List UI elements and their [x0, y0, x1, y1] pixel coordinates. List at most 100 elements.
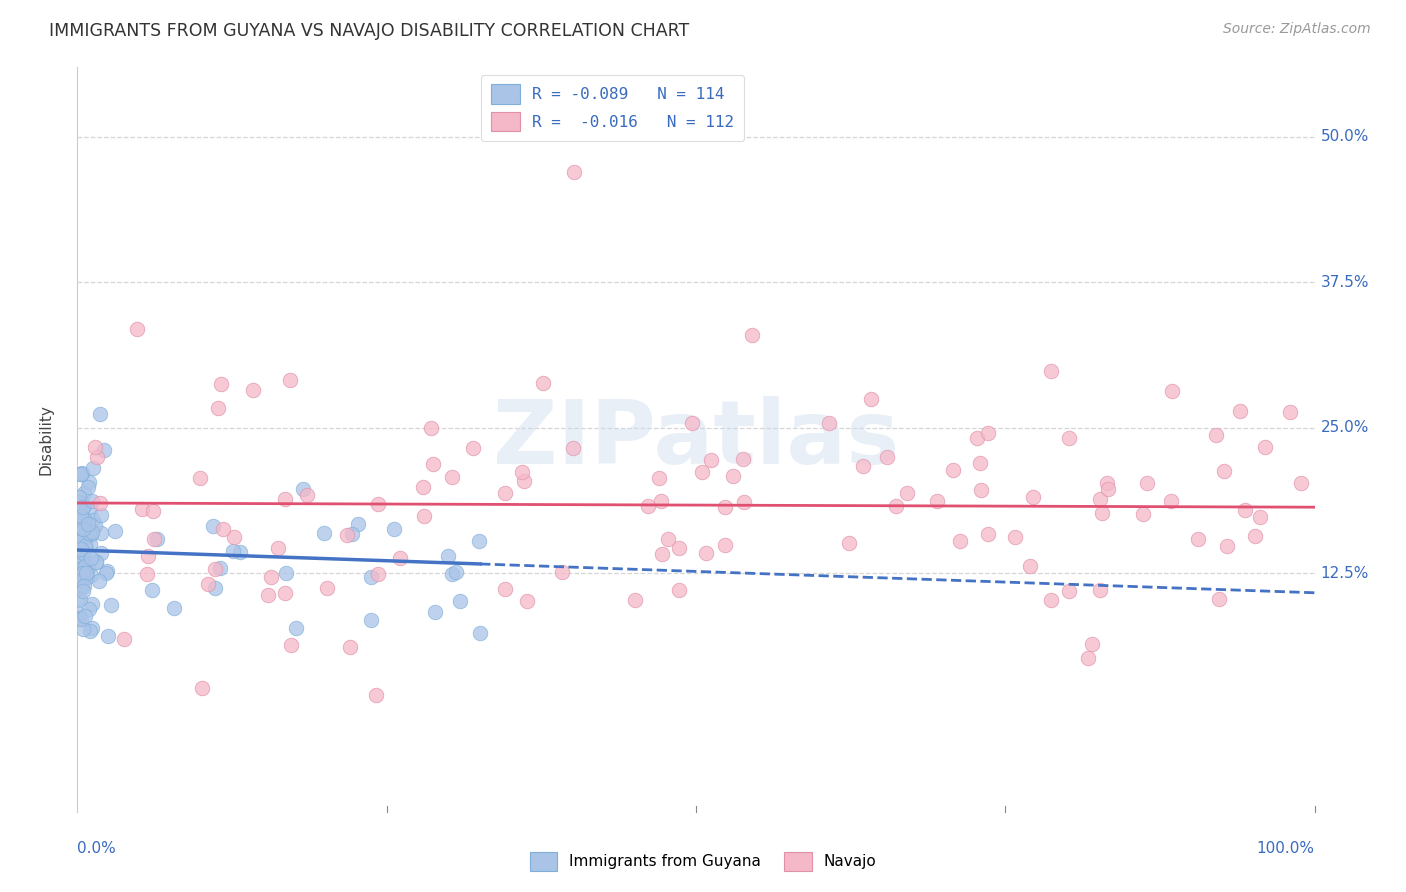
Point	[70, 509, 93, 524]
Point	[876, 450, 898, 465]
Point	[852, 459, 875, 474]
Point	[77, 526, 100, 541]
Point	[70, 467, 93, 481]
Point	[721, 469, 744, 483]
Point	[468, 626, 491, 640]
Point	[73, 579, 96, 593]
Point	[191, 681, 214, 695]
Point	[69, 543, 91, 558]
Point	[650, 494, 672, 508]
Point	[69, 573, 91, 587]
Point	[93, 442, 115, 457]
Point	[1279, 405, 1302, 419]
Point	[413, 508, 436, 523]
Point	[190, 471, 212, 485]
Point	[367, 497, 389, 511]
Point	[1136, 475, 1159, 490]
Point	[449, 594, 471, 608]
Point	[927, 493, 949, 508]
Point	[1097, 482, 1119, 496]
Point	[1254, 440, 1277, 454]
Point	[1132, 507, 1154, 521]
Point	[1161, 384, 1184, 399]
Point	[142, 503, 165, 517]
Text: 0.0%: 0.0%	[77, 841, 117, 855]
Point	[84, 517, 107, 532]
Point	[72, 515, 94, 529]
Point	[714, 538, 737, 552]
Point	[75, 526, 97, 541]
Point	[84, 555, 107, 569]
Point	[142, 533, 165, 547]
Point	[67, 551, 90, 566]
Point	[276, 566, 298, 580]
Point	[75, 558, 97, 572]
Point	[292, 483, 315, 497]
Point	[733, 452, 755, 467]
Point	[1088, 582, 1111, 597]
Point	[1244, 529, 1267, 543]
Text: 12.5%: 12.5%	[1320, 566, 1369, 581]
Point	[75, 541, 97, 556]
Point	[208, 560, 231, 574]
Point	[72, 546, 94, 560]
Point	[651, 547, 673, 561]
Point	[1216, 539, 1239, 553]
Point	[112, 632, 135, 647]
Point	[267, 541, 290, 555]
Point	[1095, 475, 1118, 490]
Point	[72, 584, 94, 599]
Point	[73, 512, 96, 526]
Text: 37.5%: 37.5%	[1320, 275, 1369, 290]
Point	[741, 327, 763, 342]
Point	[73, 530, 96, 544]
Legend: R = -0.089   N = 114, R =  -0.016   N = 112: R = -0.089 N = 114, R = -0.016 N = 112	[481, 75, 744, 141]
Point	[66, 574, 89, 589]
Point	[896, 486, 918, 500]
Point	[72, 514, 94, 528]
Point	[77, 517, 100, 532]
Point	[66, 513, 89, 527]
Point	[146, 533, 169, 547]
Point	[204, 562, 226, 576]
Point	[72, 622, 94, 636]
Point	[204, 581, 226, 595]
Point	[423, 605, 446, 619]
Point	[551, 565, 574, 579]
Point	[360, 613, 382, 627]
Point	[316, 581, 339, 595]
Point	[367, 566, 389, 581]
Point	[67, 521, 90, 535]
Point	[494, 582, 516, 596]
Point	[977, 426, 1000, 441]
Text: 50.0%: 50.0%	[1320, 129, 1369, 145]
Point	[73, 539, 96, 553]
Point	[533, 376, 555, 391]
Point	[969, 483, 991, 497]
Point	[441, 567, 464, 582]
Point	[637, 499, 659, 513]
Point	[131, 501, 153, 516]
Point	[73, 521, 96, 535]
Point	[125, 321, 148, 335]
Point	[69, 581, 91, 595]
Point	[1004, 530, 1026, 544]
Point	[67, 569, 90, 583]
Point	[80, 598, 103, 612]
Point	[67, 494, 90, 508]
Text: Source: ZipAtlas.com: Source: ZipAtlas.com	[1223, 22, 1371, 37]
Point	[135, 567, 157, 582]
Point	[73, 609, 96, 624]
Point	[516, 594, 538, 608]
Point	[79, 624, 101, 638]
Point	[668, 582, 690, 597]
Text: 25.0%: 25.0%	[1320, 420, 1369, 435]
Text: ZIPatlas: ZIPatlas	[494, 396, 898, 483]
Point	[72, 530, 94, 544]
Point	[648, 471, 671, 485]
Point	[1040, 363, 1063, 377]
Point	[212, 522, 235, 536]
Point	[222, 530, 245, 544]
Point	[94, 566, 117, 580]
Point	[966, 431, 988, 445]
